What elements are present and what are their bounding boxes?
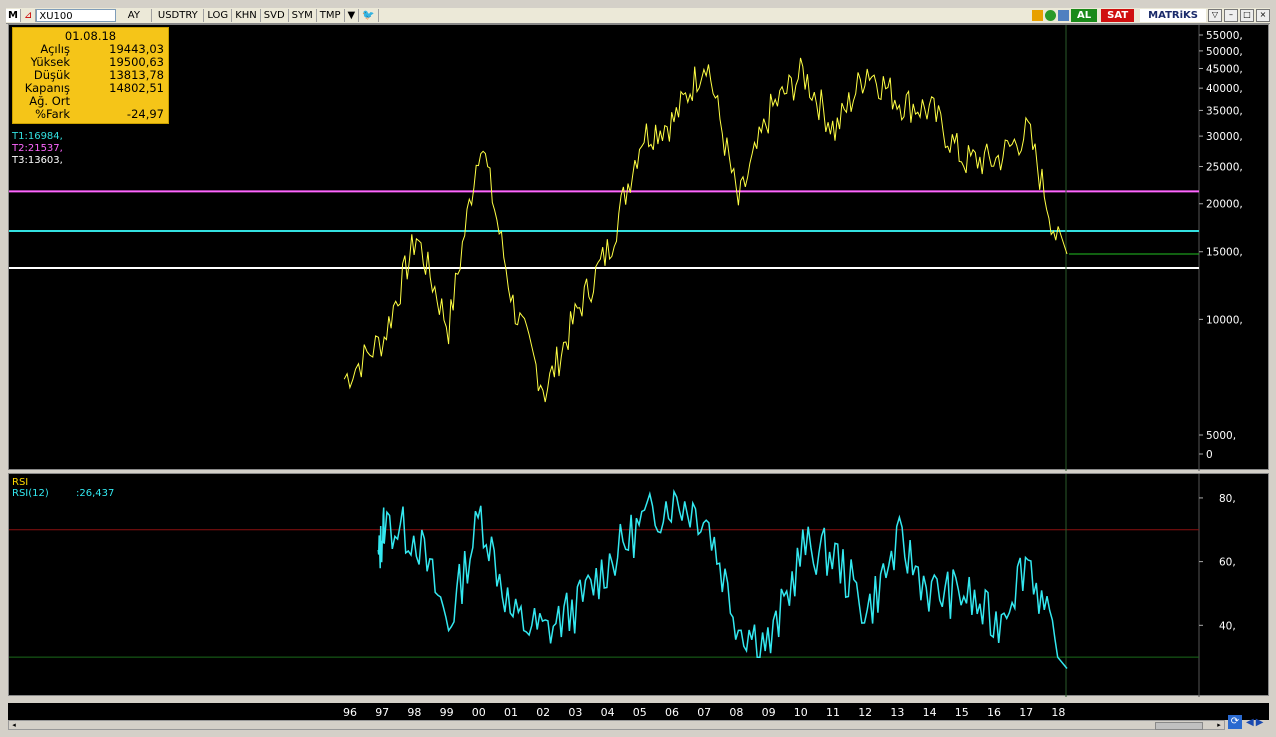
log-button[interactable]: LOG [204, 9, 233, 22]
year-tick-label: 03 [568, 706, 583, 719]
info-row-high: Yüksek 19500,63 [30, 55, 164, 69]
price-chart-panel[interactable]: 55000, 50000, 45000, 40000, 35000, 30000, 2500… [8, 24, 1269, 471]
info-row-low: Düşük 13813,78 [33, 68, 164, 82]
year-tick-label: 10 [793, 706, 808, 719]
refresh-icon[interactable] [1045, 10, 1057, 21]
price-axis-label: 5000, [1206, 430, 1236, 442]
menu-button[interactable]: M [6, 9, 21, 22]
year-tick-label: 16 [987, 706, 1001, 719]
ohlc-info-box: 01.08.18 Açılış 19443,03 Yüksek 19500,63 D… [12, 27, 169, 124]
rsi-chart-svg: 80, 60, 40, [9, 474, 1236, 697]
year-tick-label: 06 [665, 706, 679, 719]
chart-toolbar: M ⊿ XU100 AY USDTRY LOG KHN SVD SYM TMP … [6, 8, 1270, 24]
year-tick-label: 04 [600, 706, 615, 719]
year-tick-label: 97 [375, 706, 390, 719]
nav-corner: ⟳ ◀ ▶ [1228, 712, 1268, 732]
rsi-value: :26,437 [76, 488, 115, 499]
nav-right-icon[interactable]: ▶ [1255, 716, 1264, 728]
chart-type-icon[interactable]: ⊿ [21, 9, 37, 22]
rsi-axis-label: 40, [1219, 620, 1236, 632]
twitter-icon[interactable]: 🐦 [359, 9, 379, 22]
info-row-close: Kapanış 14802,51 [24, 81, 164, 95]
scroll-thumb[interactable] [1155, 722, 1203, 730]
info-date: 01.08.18 [64, 29, 117, 43]
price-axis-label: 20000, [1206, 199, 1243, 211]
nav-left-icon[interactable]: ◀ [1246, 716, 1254, 728]
sell-button[interactable]: SAT [1101, 9, 1135, 22]
info-row-open: Açılış 19443,03 [40, 42, 164, 56]
rsi-axis-label: 60, [1219, 557, 1236, 569]
time-axis: 96 97 98 99 00 01 02 03 04 05 06 07 08 09 10 11 12 13 14 15… [8, 703, 1269, 720]
tmp-button[interactable]: TMP [317, 9, 345, 22]
buy-button[interactable]: AL [1071, 9, 1098, 22]
year-tick-label: 15 [954, 706, 969, 719]
svd-button[interactable]: SVD [261, 9, 289, 22]
trendline-label-t3: T3:13603, [12, 155, 63, 166]
price-axis-label: 55000, [1206, 30, 1243, 42]
year-tick-label: 99 [439, 706, 454, 719]
price-axis-label: 35000, [1206, 105, 1243, 117]
price-axis-label: 50000, [1206, 46, 1243, 58]
price-axis-label: 30000, [1206, 131, 1243, 143]
year-tick-label: 01 [504, 706, 518, 719]
year-tick-label: 14 [922, 706, 937, 719]
price-axis-label: 15000, [1206, 247, 1243, 259]
year-tick-label: 08 [729, 706, 744, 719]
year-tick-label: 00 [471, 706, 486, 719]
pencil-icon[interactable] [1032, 10, 1044, 21]
rsi-series-line [377, 488, 1068, 669]
price-axis-label: 0 [1206, 449, 1213, 461]
close-icon[interactable]: × [1256, 9, 1270, 22]
brand-logo: MATRiKS [1140, 9, 1206, 22]
rsi-title: RSI [12, 477, 29, 488]
year-tick-label: 09 [761, 706, 776, 719]
info-row-change: %Fark -24,97 [35, 107, 164, 121]
currency-button[interactable]: USDTRY [152, 9, 205, 22]
period-button[interactable]: AY [116, 9, 153, 22]
year-tick-label: 18 [1051, 706, 1066, 719]
price-axis-label: 45000, [1206, 63, 1243, 75]
year-tick-label: 96 [343, 706, 357, 719]
khn-button[interactable]: KHN [232, 9, 261, 22]
year-tick-label: 11 [826, 706, 840, 719]
rsi-axis-label: 80, [1219, 493, 1236, 505]
maximize-icon[interactable]: □ [1240, 9, 1254, 22]
year-tick-label: 98 [407, 706, 422, 719]
price-axis-label: 10000, [1206, 314, 1243, 326]
price-series-line [343, 57, 1068, 403]
price-chart-svg: 55000, 50000, 45000, 40000, 35000, 30000, 2500… [9, 25, 1243, 471]
year-tick-label: 05 [632, 706, 647, 719]
symbol-input[interactable]: XU100 [36, 9, 117, 22]
sync-icon[interactable]: ⟳ [1228, 715, 1242, 729]
year-tick-label: 13 [890, 706, 905, 719]
sym-button[interactable]: SYM [289, 9, 317, 22]
horizontal-scrollbar[interactable]: ◂ ▸ [8, 720, 1225, 730]
price-axis-label: 40000, [1206, 83, 1243, 95]
info-row-avg: Ağ. Ort [29, 94, 70, 108]
year-tick-label: 12 [858, 706, 873, 719]
rsi-chart-panel[interactable]: 80, 60, 40, [8, 473, 1269, 697]
year-tick-label: 07 [697, 706, 712, 719]
scroll-left-icon[interactable]: ◂ [12, 721, 16, 729]
dropdown-arrow-icon[interactable]: ▼ [345, 9, 360, 22]
year-tick-label: 02 [536, 706, 551, 719]
year-tick-label: 17 [1019, 706, 1034, 719]
toolbar-right: AL SAT MATRiKS ▽ – □ × [1030, 8, 1270, 23]
scroll-right-icon[interactable]: ▸ [1217, 721, 1221, 729]
menu-down-icon[interactable]: ▽ [1208, 9, 1222, 22]
minimize-icon[interactable]: – [1224, 9, 1238, 22]
price-axis-label: 25000, [1206, 162, 1243, 174]
grid-icon[interactable] [1058, 10, 1070, 21]
trendline-label-t1: T1:16984, [12, 131, 63, 142]
rsi-series-label: RSI(12) [12, 488, 49, 499]
trendline-label-t2: T2:21537, [12, 143, 63, 154]
